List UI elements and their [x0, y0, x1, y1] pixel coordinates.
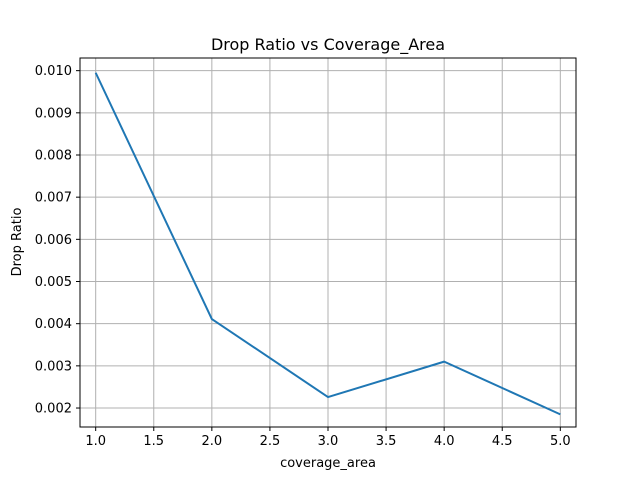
grid [80, 58, 576, 427]
x-tick-label: 2.5 [260, 434, 281, 449]
y-tick-label: 0.005 [35, 275, 72, 290]
x-tick-label: 1.5 [143, 434, 164, 449]
x-tick-label: 1.0 [85, 434, 106, 449]
y-tick-label: 0.007 [35, 191, 72, 206]
y-tick-label: 0.010 [35, 64, 72, 79]
x-tick-label: 5.0 [550, 434, 571, 449]
y-tick-label: 0.008 [35, 148, 72, 163]
y-tick-label: 0.004 [35, 317, 72, 332]
x-axis-label: coverage_area [280, 456, 376, 471]
series-layer [94, 72, 561, 416]
x-tick-label: 4.0 [434, 434, 455, 449]
x-tick-label: 3.5 [376, 434, 397, 449]
y-axis-label: Drop Ratio [10, 208, 25, 277]
x-axis-ticks: 1.0 1.5 2.0 2.5 3.0 3.5 4.0 4.5 5.0 [85, 427, 571, 449]
series-line [94, 72, 561, 416]
y-tick-label: 0.002 [35, 402, 72, 417]
y-tick-label: 0.003 [35, 359, 72, 374]
chart-title: Drop Ratio vs Coverage_Area [211, 35, 445, 55]
y-tick-label: 0.009 [35, 106, 72, 121]
x-tick-label: 3.0 [318, 434, 339, 449]
y-tick-label: 0.006 [35, 233, 72, 248]
x-tick-label: 4.5 [492, 434, 513, 449]
y-axis-ticks: 0.002 0.003 0.004 0.005 0.006 0.007 0.008 0.009… [35, 64, 80, 417]
x-tick-label: 2.0 [201, 434, 222, 449]
